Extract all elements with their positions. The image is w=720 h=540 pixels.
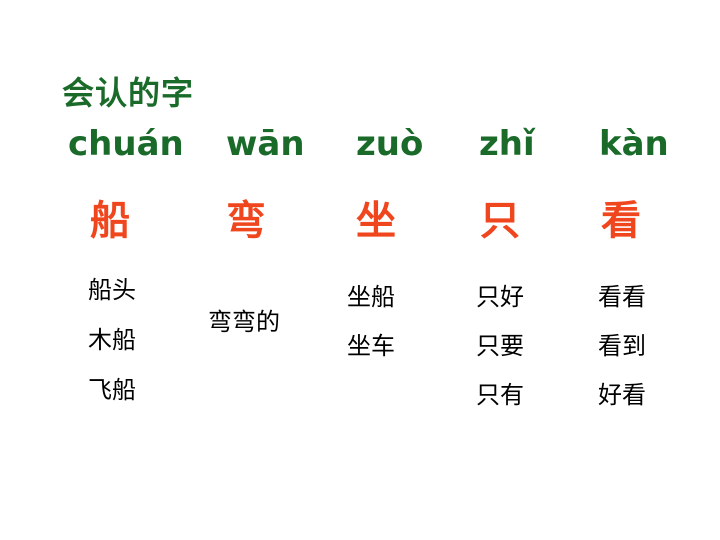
pinyin-zuo: zuò <box>356 124 424 164</box>
word-chuan-1: 船头 <box>88 276 136 304</box>
pinyin-wan: wān <box>226 124 305 164</box>
word-chuan-2: 木船 <box>88 326 136 354</box>
page-title: 会认的字 <box>62 74 195 112</box>
pinyin-kan: kàn <box>599 124 669 164</box>
word-kan-3: 好看 <box>598 381 646 409</box>
hanzi-chuan: 船 <box>90 198 130 244</box>
word-wan-1: 弯弯的 <box>208 308 280 336</box>
word-zuo-1: 坐船 <box>347 283 395 311</box>
word-zhi-2: 只要 <box>476 332 524 360</box>
pinyin-zhi: zhǐ <box>479 124 535 164</box>
word-kan-1: 看看 <box>598 283 646 311</box>
hanzi-zuo: 坐 <box>356 198 396 244</box>
hanzi-kan: 看 <box>601 198 641 244</box>
word-zhi-3: 只有 <box>476 381 524 409</box>
word-kan-2: 看到 <box>598 332 646 360</box>
word-zhi-1: 只好 <box>476 283 524 311</box>
hanzi-wan: 弯 <box>226 198 266 244</box>
word-chuan-3: 飞船 <box>88 376 136 404</box>
pinyin-chuan: chuán <box>68 124 184 164</box>
word-zuo-2: 坐车 <box>347 332 395 360</box>
hanzi-zhi: 只 <box>480 198 520 244</box>
